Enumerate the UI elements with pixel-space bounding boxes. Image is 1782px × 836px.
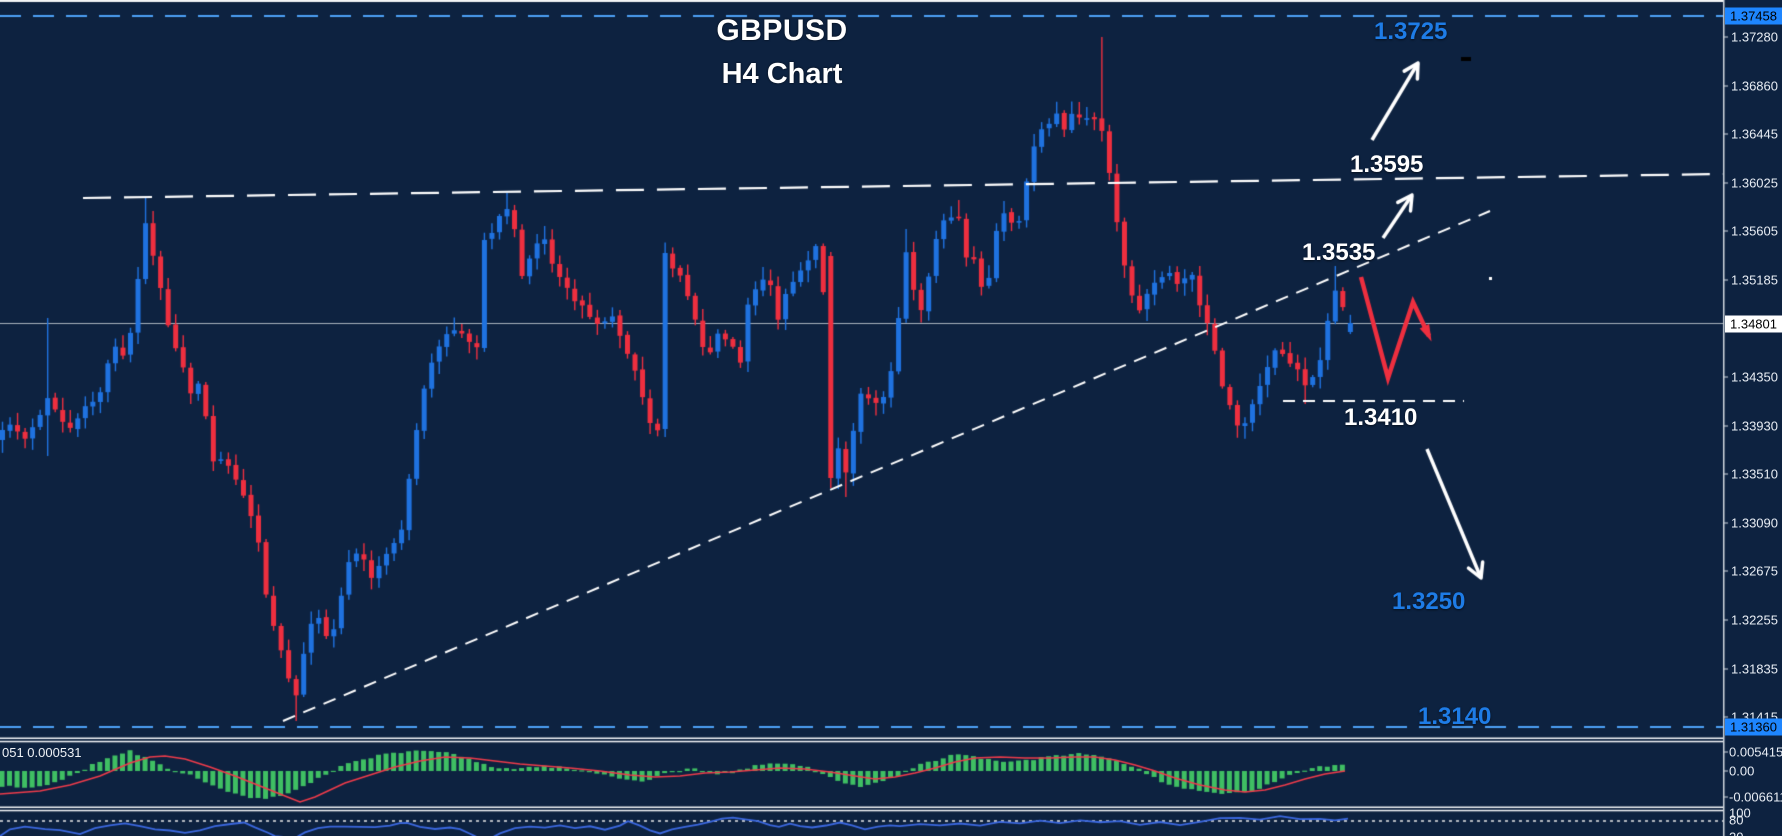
chart-window: GBPUSD H4 Chart 051 0.000531 1.3725 1.359… xyxy=(0,0,1782,836)
chart-canvas[interactable] xyxy=(0,0,1782,836)
